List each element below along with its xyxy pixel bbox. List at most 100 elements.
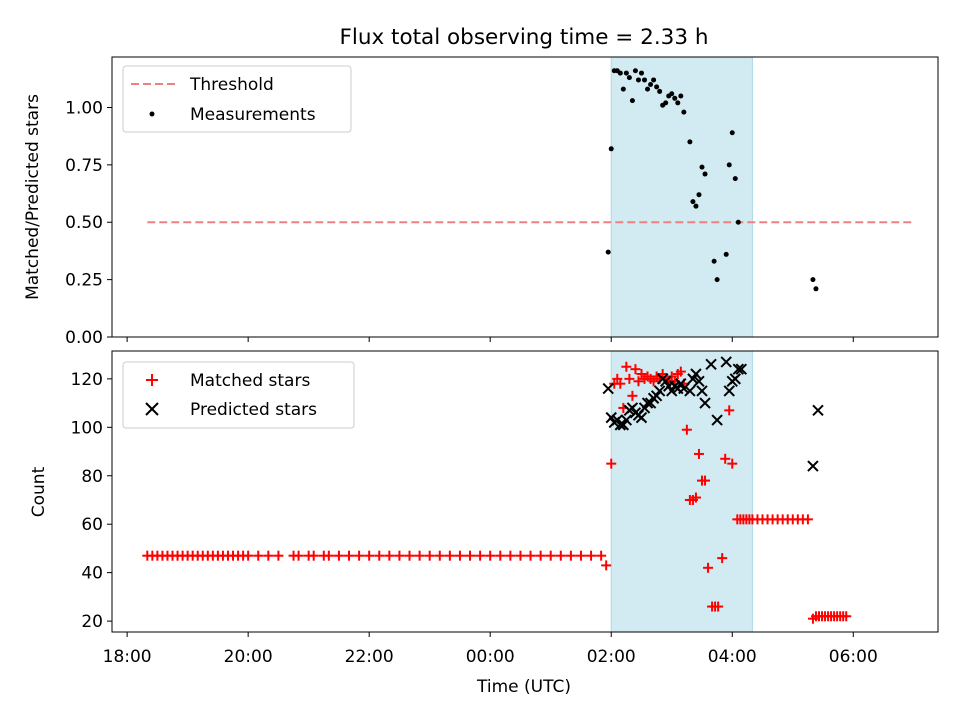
matched-star-point bbox=[555, 550, 566, 561]
measurement-point bbox=[687, 139, 693, 145]
matched-star-point bbox=[727, 458, 738, 469]
predicted-star-point bbox=[711, 414, 723, 426]
measurement-point bbox=[626, 75, 632, 81]
measurement-point bbox=[678, 93, 684, 99]
measurement-point bbox=[642, 77, 648, 83]
measurement-point bbox=[620, 86, 626, 92]
count-y-label: Count bbox=[29, 466, 49, 517]
ratio-legend: Threshold Measurements bbox=[122, 65, 352, 133]
count-panel-frame bbox=[111, 350, 939, 633]
measurement-point bbox=[651, 77, 657, 83]
matched-star-point bbox=[630, 364, 641, 375]
matched-star-point bbox=[703, 562, 714, 573]
threshold-legend-label: Threshold bbox=[189, 75, 274, 95]
x-tick-label: 06:00 bbox=[829, 647, 878, 667]
predicted-star-point bbox=[678, 382, 690, 395]
matched-star-point bbox=[505, 550, 516, 561]
measurement-points bbox=[605, 68, 819, 292]
measurement-point bbox=[669, 91, 675, 97]
measurement-point bbox=[605, 249, 611, 255]
y-tick-label: 0.25 bbox=[65, 271, 103, 291]
y-tick-label: 1.00 bbox=[65, 98, 103, 118]
y-tick-label: 80 bbox=[81, 467, 103, 487]
predicted-legend-swatch bbox=[145, 402, 159, 416]
matched-star-point bbox=[404, 550, 415, 561]
predicted-star-marker-b bbox=[611, 414, 623, 426]
matched-star-point bbox=[535, 550, 546, 561]
predicted-star-point bbox=[620, 414, 633, 426]
matched-star-point bbox=[485, 550, 496, 561]
predicted-star-point bbox=[720, 356, 732, 368]
matched-star-point bbox=[545, 550, 556, 561]
x-axis-label: Time (UTC) bbox=[476, 677, 571, 697]
measurement-point bbox=[681, 109, 687, 115]
matched-star-point bbox=[444, 550, 455, 561]
measurement-point bbox=[714, 277, 720, 283]
measurement-point bbox=[699, 164, 705, 170]
predicted-star-marker-b bbox=[602, 382, 614, 395]
predicted-star-marker-b bbox=[720, 356, 732, 368]
measurement-point bbox=[635, 77, 641, 83]
predicted-star-point bbox=[693, 375, 705, 387]
matched-star-point bbox=[273, 550, 284, 561]
measurement-point bbox=[696, 192, 702, 198]
chart-title: Flux total observing time = 2.33 h bbox=[340, 25, 709, 50]
predicted-star-point bbox=[602, 382, 614, 395]
x-tick-label: 04:00 bbox=[708, 647, 757, 667]
matched-star-point bbox=[621, 361, 632, 372]
measurement-point bbox=[654, 84, 660, 90]
matched-star-point bbox=[717, 553, 728, 564]
matched-star-point bbox=[253, 550, 264, 561]
predicted-star-marker-b bbox=[659, 375, 672, 387]
matched-star-point bbox=[243, 550, 254, 561]
matched-star-point bbox=[344, 550, 355, 561]
matched-star-point bbox=[681, 424, 692, 435]
measurement-point bbox=[810, 277, 816, 283]
measurement-point bbox=[702, 171, 708, 177]
measurement-point bbox=[632, 68, 638, 74]
predicted-star-point bbox=[732, 363, 745, 375]
predicted-star-marker-b bbox=[693, 375, 705, 387]
measurement-point bbox=[732, 176, 738, 182]
measurement-point bbox=[645, 86, 651, 92]
y-tick-label: 0.00 bbox=[65, 328, 103, 348]
predicted-star-marker-b bbox=[653, 385, 666, 397]
matched-star-point bbox=[802, 514, 813, 525]
ratio-shaded-span bbox=[610, 56, 753, 338]
matched-star-point bbox=[475, 550, 486, 561]
matched-star-point bbox=[633, 376, 644, 387]
count-legend: Matched stars Predicted stars bbox=[122, 361, 355, 429]
count-shaded-span bbox=[610, 350, 753, 633]
matched-star-point bbox=[700, 475, 711, 486]
predicted-star-marker-b bbox=[711, 414, 723, 426]
shaded-span-rect bbox=[610, 56, 753, 338]
matched-star-point bbox=[713, 601, 724, 612]
count-panel: 20 40 60 80 100 120 18:00 20:00 22:00 00:00 02:00… bbox=[29, 350, 939, 697]
x-tick-label: 02:00 bbox=[587, 647, 636, 667]
matched-star-point bbox=[841, 611, 852, 622]
matched-star-point bbox=[575, 550, 586, 561]
matched-star-point bbox=[454, 550, 465, 561]
matched-star-point bbox=[624, 373, 635, 384]
shaded-span-rect bbox=[610, 350, 753, 633]
predicted-star-point bbox=[696, 385, 708, 397]
predicted-star-point bbox=[684, 385, 696, 397]
measurement-point bbox=[672, 95, 678, 101]
x-tick-label: 00:00 bbox=[466, 647, 515, 667]
matched-star-point bbox=[465, 550, 476, 561]
predicted-legend-label: Predicted stars bbox=[190, 400, 317, 420]
x-tick-label: 20:00 bbox=[224, 647, 273, 667]
matched-star-point bbox=[263, 550, 274, 561]
predicted-star-point bbox=[729, 373, 741, 385]
predicted-star-marker-b bbox=[723, 385, 735, 397]
y-tick-label: 100 bbox=[71, 418, 103, 438]
measurement-point bbox=[726, 162, 732, 168]
matched-star-point bbox=[606, 458, 617, 469]
matched-star-point bbox=[424, 550, 435, 561]
matched-star-point bbox=[354, 550, 365, 561]
matched-star-point bbox=[565, 550, 576, 561]
matched-star-point bbox=[586, 550, 597, 561]
matched-star-point bbox=[364, 550, 375, 561]
predicted-star-marker-b bbox=[635, 411, 648, 424]
